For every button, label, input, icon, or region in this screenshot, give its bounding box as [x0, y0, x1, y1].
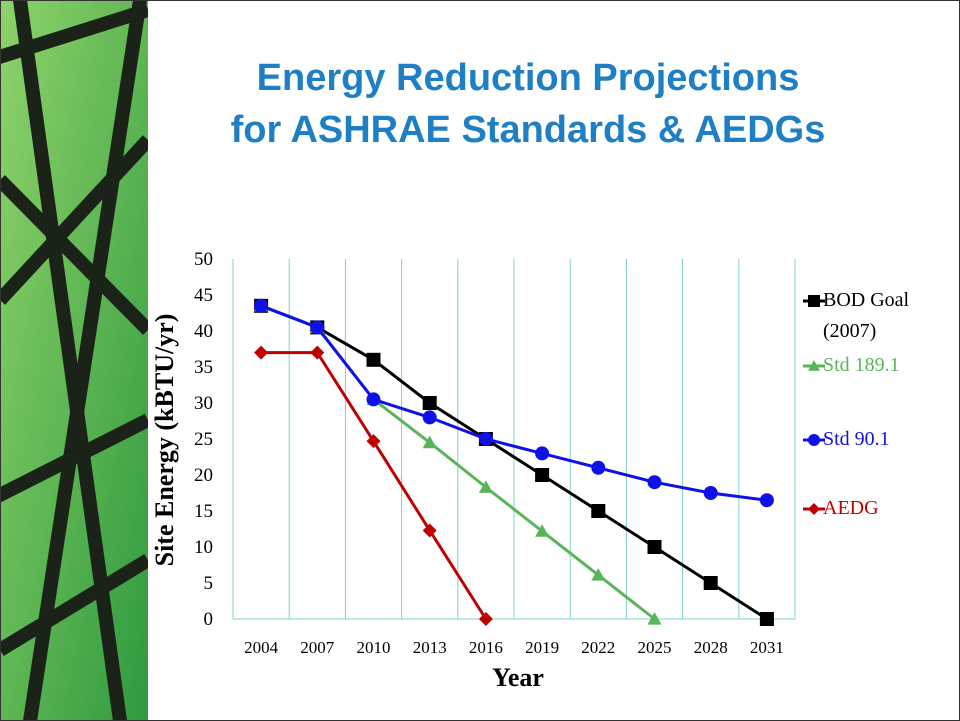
title: Energy Reduction Projections for ASHRAE …	[148, 52, 908, 156]
marker	[808, 295, 820, 307]
legend-swatch	[803, 500, 825, 518]
marker	[760, 612, 774, 626]
y-tick-label: 35	[194, 357, 213, 378]
marker	[591, 504, 605, 518]
y-tick-label: 30	[194, 393, 213, 414]
x-tick-label: 2016	[469, 638, 503, 657]
marker	[591, 461, 605, 475]
y-axis-label: Site Energy (kBTU/yr)	[150, 314, 179, 567]
marker	[254, 299, 268, 313]
marker	[760, 493, 774, 507]
y-tick-label: 15	[194, 501, 213, 522]
y-tick-label: 50	[194, 249, 213, 270]
marker	[535, 468, 549, 482]
marker	[535, 446, 549, 460]
marker	[808, 503, 820, 515]
legend-swatch	[803, 292, 825, 310]
marker	[648, 475, 662, 489]
marker	[423, 396, 437, 410]
marker	[367, 392, 381, 406]
marker	[704, 486, 718, 500]
marker	[704, 576, 718, 590]
legend-swatch	[803, 431, 825, 449]
x-tick-label: 2022	[581, 638, 615, 657]
y-tick-label: 45	[194, 285, 213, 306]
x-tick-label: 2025	[638, 638, 672, 657]
legend-label: AEDG	[803, 493, 953, 524]
slide: Year Site Energy (kBTU/yr) 0510152025303…	[0, 0, 960, 721]
marker	[310, 320, 324, 334]
x-tick-label: 2019	[525, 638, 559, 657]
y-tick-label: 25	[194, 429, 213, 450]
marker	[479, 432, 493, 446]
legend-item: BOD Goal (2007)	[803, 285, 953, 347]
y-tick-label: 20	[194, 465, 213, 486]
marker	[367, 353, 381, 367]
x-tick-label: 2031	[750, 638, 784, 657]
legend-item: AEDG	[803, 493, 953, 524]
x-axis-label: Year	[492, 663, 544, 692]
legend-label: Std 90.1	[803, 424, 953, 455]
legend-swatch	[803, 357, 825, 375]
legend-item: Std 90.1	[803, 424, 953, 455]
y-tick-label: 5	[204, 573, 214, 594]
y-tick-label: 40	[194, 321, 213, 342]
x-tick-label: 2007	[300, 638, 335, 657]
legend-item: Std 189.1	[803, 350, 953, 381]
marker	[648, 540, 662, 554]
y-tick-label: 10	[194, 537, 213, 558]
legend-label: Std 189.1	[803, 350, 953, 381]
x-tick-label: 2028	[694, 638, 728, 657]
y-tick-label: 0	[204, 609, 214, 630]
x-tick-label: 2010	[357, 638, 391, 657]
x-tick-label: 2013	[413, 638, 447, 657]
marker	[808, 434, 820, 446]
marker	[423, 410, 437, 424]
x-tick-label: 2004	[244, 638, 279, 657]
